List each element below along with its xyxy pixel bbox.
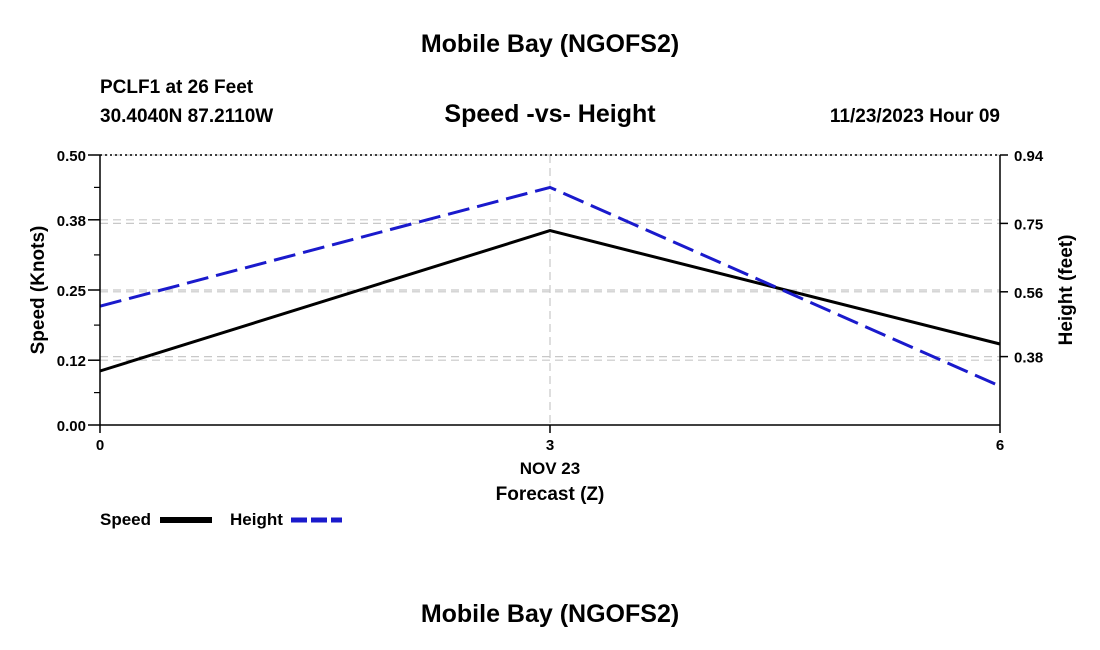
y-tick-label-left-0.38: 0.38 bbox=[57, 213, 86, 230]
station-coords: 30.4040N 87.2110W bbox=[100, 106, 274, 127]
x-axis-title: Forecast (Z) bbox=[496, 484, 605, 505]
station-label: PCLF1 at 26 Feet bbox=[100, 77, 254, 98]
y-tick-label-left-0.25: 0.25 bbox=[57, 283, 86, 300]
footer-title: Mobile Bay (NGOFS2) bbox=[420, 600, 680, 628]
x-tick-label-0: 0 bbox=[96, 437, 104, 454]
y-tick-label-left-0.50: 0.50 bbox=[57, 148, 86, 165]
y-axis-title-left: Speed (Knots) bbox=[28, 226, 49, 355]
x-tick-label-3: 3 bbox=[546, 437, 554, 454]
legend-height-label: Height bbox=[230, 510, 283, 529]
y-tick-label-left-0.00: 0.00 bbox=[57, 418, 86, 435]
grid-layer bbox=[100, 154, 1000, 425]
y-tick-label-right-0.94: 0.94 bbox=[1014, 148, 1044, 165]
chart-title: Mobile Bay (NGOFS2) bbox=[420, 30, 680, 58]
y-tick-label-left-0.12: 0.12 bbox=[57, 353, 86, 370]
y-tick-label-right-0.75: 0.75 bbox=[1014, 216, 1043, 233]
x-axis-date-label: NOV 23 bbox=[520, 459, 580, 478]
ticks-layer: 0.00 0.12 0.25 0.38 0.50 0.38 0.56 0.75 0.94 0 3 6 bbox=[57, 148, 1044, 454]
y-tick-label-right-0.38: 0.38 bbox=[1014, 350, 1043, 367]
chart-subtitle: Speed -vs- Height bbox=[444, 100, 656, 128]
y-tick-label-right-0.56: 0.56 bbox=[1014, 285, 1043, 302]
legend: Speed Height bbox=[100, 510, 342, 529]
y-axis-title-right: Height (feet) bbox=[1056, 235, 1077, 346]
x-tick-label-6: 6 bbox=[996, 437, 1004, 454]
forecast-datetime: 11/23/2023 Hour 09 bbox=[829, 106, 1000, 127]
legend-speed-label: Speed bbox=[100, 510, 151, 529]
